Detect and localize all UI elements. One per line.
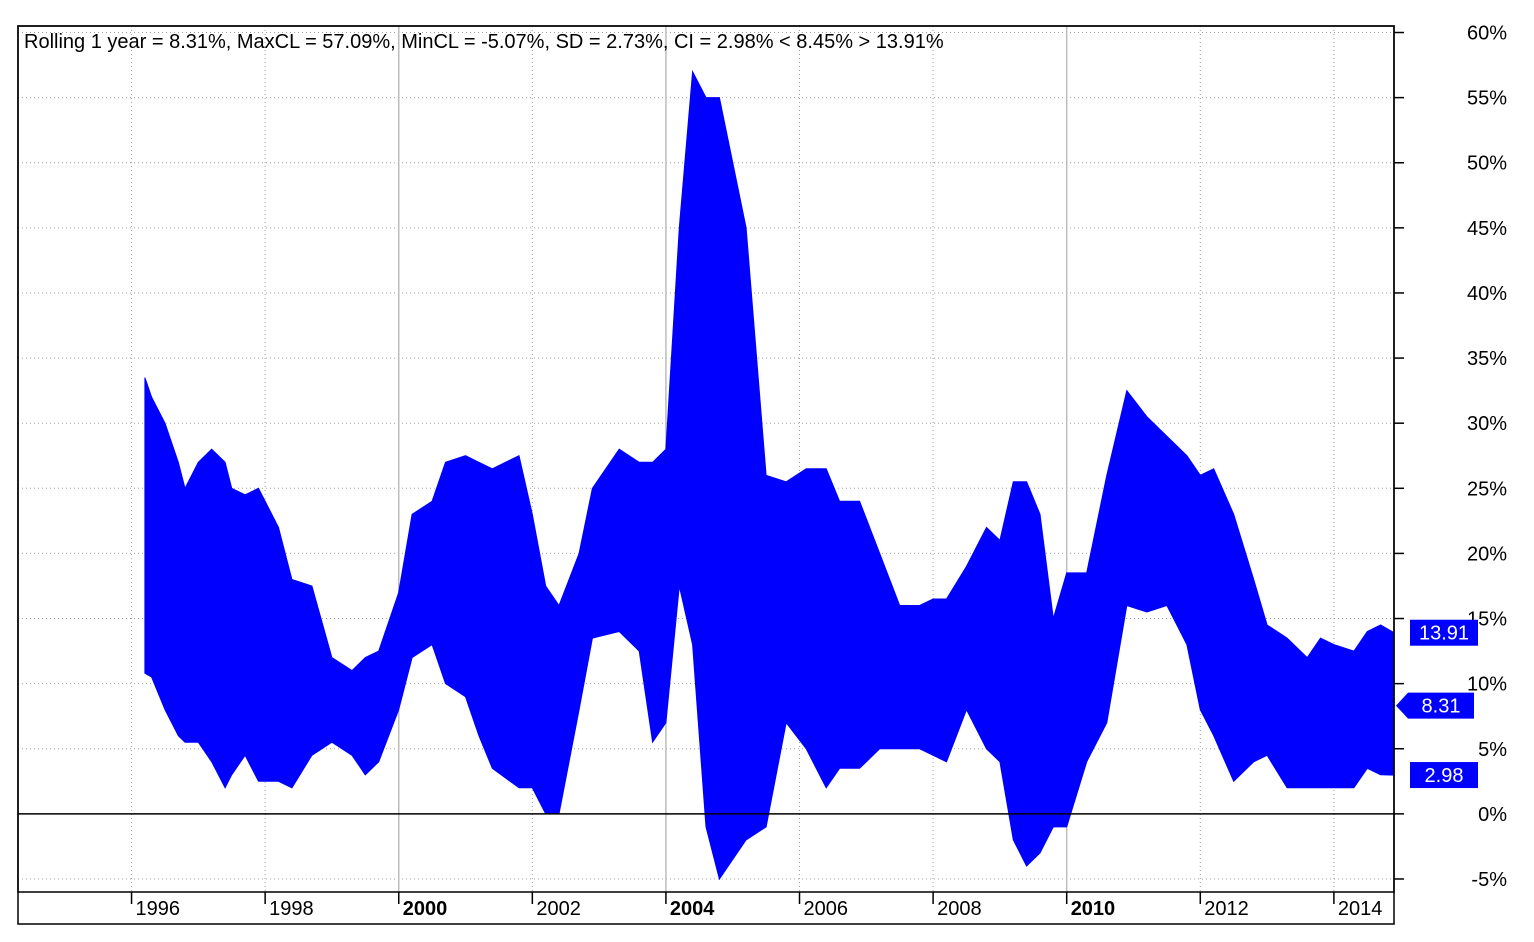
y-axis: 60%55%50%45%40%35%30%25%20%15%10%5%0%-5% — [1394, 23, 1507, 891]
x-tick-label: 2002 — [536, 898, 581, 920]
value-marker-flag — [1396, 692, 1474, 719]
value-marker-label: 13.91 — [1419, 623, 1469, 645]
y-tick-label: 20% — [1467, 543, 1507, 565]
x-tick-label: 1996 — [136, 898, 181, 920]
y-tick-label: 50% — [1467, 153, 1507, 175]
y-tick-label: 40% — [1467, 283, 1507, 305]
y-tick-label: 5% — [1478, 739, 1507, 761]
value-marker-flag — [1410, 619, 1478, 646]
value-marker-flag — [1410, 762, 1478, 789]
x-tick-label: 2004 — [670, 898, 715, 920]
x-tick-label: 2000 — [403, 898, 448, 920]
y-tick-label: 30% — [1467, 413, 1507, 435]
x-tick-label: 1998 — [269, 898, 314, 920]
y-tick-label: 10% — [1467, 674, 1507, 696]
value-marker: 2.98 — [1410, 762, 1478, 789]
value-marker-label: 2.98 — [1425, 765, 1464, 787]
value-marker: 13.91 — [1410, 619, 1478, 646]
x-axis: 1996 1998 2000 2002 2004 2006 2008 2010 2012 2014 — [130, 892, 1383, 920]
chart-title: Rolling 1 year = 8.31%, MaxCL = 57.09%, … — [24, 31, 944, 53]
x-tick-label: 2014 — [1338, 898, 1383, 920]
y-tick-label: 25% — [1467, 478, 1507, 500]
value-marker-label: 8.31 — [1422, 696, 1461, 718]
x-tick-label: 2006 — [804, 898, 849, 920]
y-tick-label: -5% — [1471, 869, 1507, 891]
value-marker: 8.31 — [1396, 692, 1474, 719]
y-tick-label: 55% — [1467, 88, 1507, 110]
x-tick-label: 2010 — [1071, 898, 1116, 920]
y-tick-label: 0% — [1478, 804, 1507, 826]
y-tick-label: 45% — [1467, 218, 1507, 240]
value-markers: 13.91 8.31 2.98 — [1396, 619, 1478, 789]
y-tick-label: 60% — [1467, 23, 1507, 45]
chart-frame — [17, 25, 1395, 925]
x-tick-label: 2012 — [1204, 898, 1249, 920]
x-tick-label: 2008 — [937, 898, 982, 920]
y-tick-label: 35% — [1467, 348, 1507, 370]
